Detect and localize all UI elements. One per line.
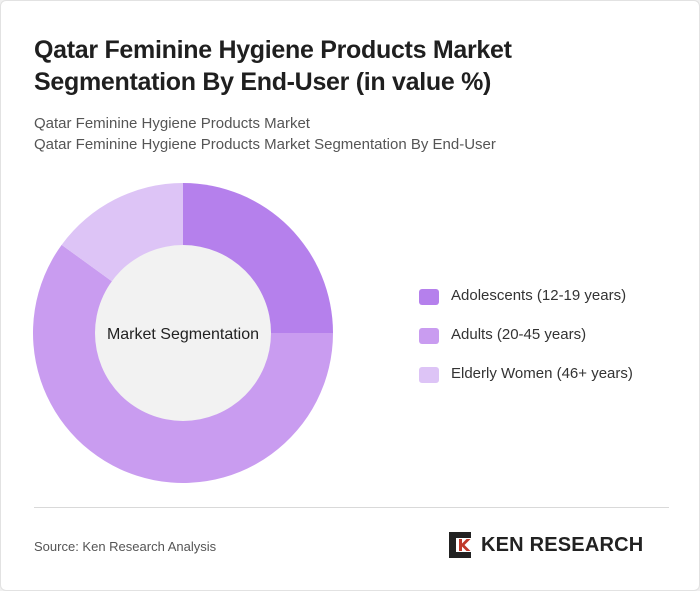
legend-swatch: [419, 328, 439, 344]
chart-subtitle-segmentation: Qatar Feminine Hygiene Products Market S…: [34, 136, 496, 153]
legend-label: Adolescents (12-19 years): [451, 287, 627, 304]
donut-center-label: Market Segmentation: [107, 326, 259, 343]
footer-divider: [34, 507, 669, 508]
legend-swatch: [419, 367, 439, 383]
brand-name: KEN RESEARCH: [481, 534, 644, 556]
donut-center: [95, 245, 271, 421]
legend-label: Elderly Women (46+ years): [451, 365, 633, 382]
ken-research-logo-icon: [449, 532, 471, 558]
chart-subtitle-market: Qatar Feminine Hygiene Products Market: [34, 115, 310, 132]
legend-swatch: [419, 289, 439, 305]
brand-logo: KEN RESEARCH: [447, 531, 672, 559]
chart-title: Qatar Feminine Hygiene Products Market S…: [34, 36, 512, 96]
source-note: Source: Ken Research Analysis: [34, 539, 217, 554]
donut-chart: Market Segmentation: [33, 183, 334, 483]
legend-label: Adults (20-45 years): [451, 326, 587, 343]
